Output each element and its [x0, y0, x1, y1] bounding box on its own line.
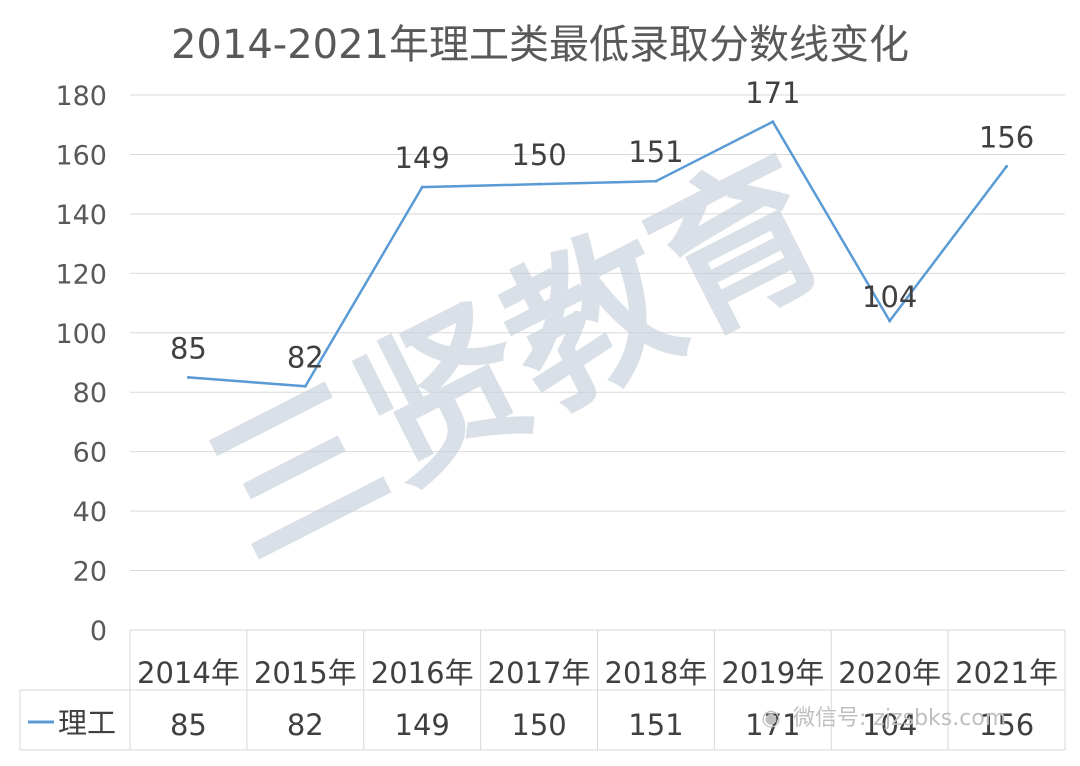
- data-point: [303, 384, 307, 388]
- data-label: 150: [511, 138, 566, 172]
- x-tick-label: 2015年: [254, 656, 357, 690]
- x-tick-label: 2020年: [838, 656, 941, 690]
- watermark-text: 三贤教育: [181, 124, 856, 595]
- table-cell: 149: [395, 708, 450, 742]
- data-point: [1005, 164, 1009, 168]
- x-tick-label: 2021年: [955, 656, 1058, 690]
- y-tick-label: 0: [90, 616, 107, 647]
- data-label: 151: [628, 135, 683, 169]
- data-label: 82: [287, 340, 324, 374]
- table-cell: 82: [287, 708, 324, 742]
- data-point: [186, 375, 190, 379]
- y-tick-label: 160: [55, 140, 107, 171]
- series-line: [188, 120, 1008, 388]
- data-table: 2014年 2015年 2016年 2017年 2018年 2019年 2020年 2021年…: [19, 629, 1066, 751]
- y-tick-label: 180: [55, 81, 107, 112]
- data-label: 156: [979, 120, 1034, 154]
- data-point: [537, 182, 541, 186]
- data-label: 104: [862, 280, 917, 314]
- table-cell: 85: [170, 708, 207, 742]
- data-label: 85: [170, 331, 207, 365]
- y-tick-label: 100: [55, 319, 107, 350]
- x-tick-label: 2018年: [605, 656, 708, 690]
- legend-series-name: 理工: [58, 706, 116, 740]
- table-cell: 150: [511, 708, 566, 742]
- x-tick-label: 2016年: [371, 656, 474, 690]
- data-label: 149: [395, 141, 450, 175]
- wechat-id: 微信号: zjzsbks.com: [793, 706, 1007, 731]
- x-tick-label: 2019年: [721, 656, 824, 690]
- y-tick-label: 80: [73, 378, 107, 409]
- y-tick-label: 20: [73, 557, 107, 588]
- data-point: [654, 179, 658, 183]
- watermark: 三贤教育: [181, 124, 856, 595]
- wechat-icon: ◉: [761, 706, 781, 731]
- wechat-watermark: ◉ 微信号: zjzsbks.com: [756, 700, 1006, 732]
- x-tick-label: 2014年: [137, 656, 240, 690]
- table-cell: 171: [745, 708, 800, 742]
- x-tick-label: 2017年: [488, 656, 591, 690]
- table-cell: 156: [979, 708, 1034, 742]
- table-cell: 104: [862, 708, 917, 742]
- y-axis-ticks: 0 20 40 60 80 100 120 140 160 180: [55, 81, 107, 647]
- table-cell: 151: [628, 708, 683, 742]
- y-tick-label: 120: [55, 259, 107, 290]
- chart-title: 2014-2021年理工类最低录取分数线变化: [170, 22, 910, 68]
- series-layer: [186, 120, 1009, 388]
- data-labels: 85 82 149 150 151 171 104 156: [170, 76, 1034, 375]
- y-tick-label: 60: [73, 438, 107, 469]
- data-point: [888, 319, 892, 323]
- data-point: [771, 120, 775, 124]
- y-tick-label: 40: [73, 497, 107, 528]
- data-point: [420, 185, 424, 189]
- y-tick-label: 140: [55, 200, 107, 231]
- gridlines: [130, 94, 1065, 572]
- data-label: 171: [745, 76, 800, 110]
